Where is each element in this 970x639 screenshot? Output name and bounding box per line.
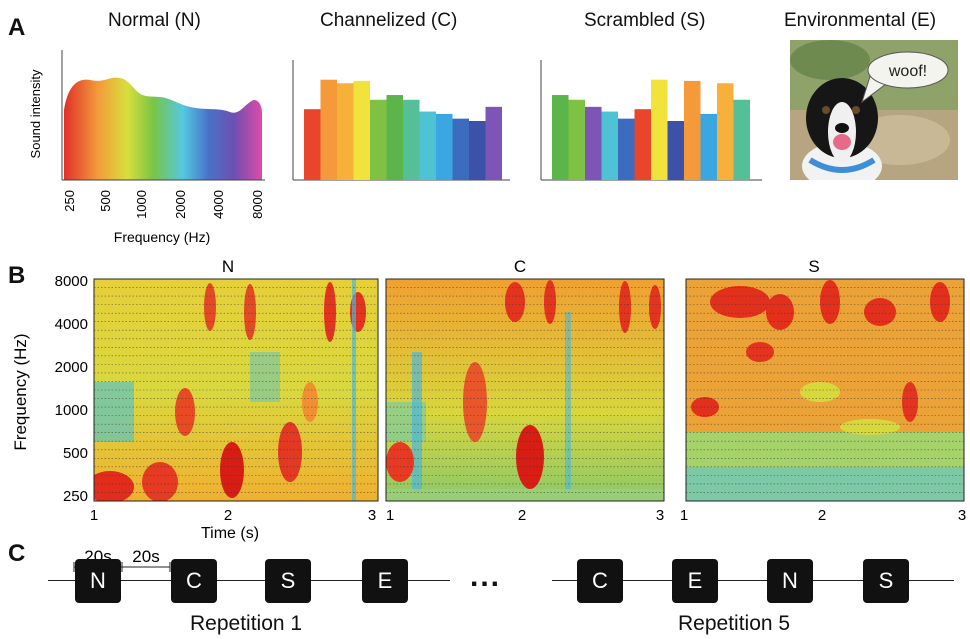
spectrogram-c	[386, 279, 664, 501]
scrambled-bar-6	[634, 109, 651, 180]
scrambled-bar-chart	[540, 60, 762, 181]
normal-spectrum: Sound intensity 250 500 1000 2000 4000 8…	[28, 50, 265, 245]
block-rep5-2: E	[672, 559, 718, 603]
spectrogram-title-n: N	[222, 257, 234, 276]
spectrogram-panel: N C S	[11, 257, 966, 542]
duration-label-2: 20s	[132, 547, 159, 566]
channelized-bar-chart	[292, 60, 510, 181]
ytick-8000: 8000	[55, 273, 88, 290]
panel-letter-c: C	[8, 540, 26, 567]
timeline-repetition-5	[552, 580, 954, 581]
ytick-4000: 4000	[55, 316, 88, 333]
scrambled-bar-4	[601, 111, 618, 180]
title-scrambled: Scrambled (S)	[584, 10, 706, 31]
normal-ylabel: Sound intensity	[28, 69, 43, 158]
block-rep5-4: S	[863, 559, 909, 603]
repetition-1-label: Repetition 1	[190, 612, 303, 635]
ellipsis: ...	[470, 560, 502, 593]
scrambled-bar-12	[733, 99, 750, 180]
normal-spectrum-area	[64, 77, 262, 180]
spectrogram-xlabel: Time (s)	[201, 525, 259, 542]
xtick-250: 250	[62, 190, 77, 212]
scrambled-bar-9	[684, 80, 701, 180]
n-xtick-2: 2	[224, 507, 232, 524]
scrambled-bar-3	[585, 106, 602, 180]
timeline-repetition-1	[48, 580, 450, 581]
n-xtick-1: 1	[90, 507, 98, 524]
block-rep1-4: E	[362, 559, 408, 603]
repetition-5-label: Repetition 5	[678, 612, 791, 635]
n-xtick-3: 3	[368, 507, 376, 524]
scrambled-bar-7	[651, 79, 668, 180]
s-xtick-2: 2	[818, 507, 826, 524]
title-normal: Normal (N)	[108, 10, 201, 31]
spectrogram-n	[94, 279, 378, 501]
channelized-bar-11	[469, 121, 486, 180]
speech-bubble	[867, 51, 949, 89]
channelized-bar-9	[436, 113, 453, 180]
scrambled-bar-5	[618, 118, 635, 180]
speech-bubble-text: woof!	[888, 63, 927, 80]
channelized-bar-10	[452, 118, 469, 180]
channelized-bar-2	[320, 79, 337, 180]
ytick-500: 500	[63, 445, 88, 462]
c-xtick-1: 1	[386, 507, 394, 524]
xtick-8000: 8000	[250, 190, 265, 219]
block-rep1-2: C	[171, 559, 217, 603]
xtick-1000: 1000	[134, 190, 149, 219]
spectrogram-ylabel: Frequency (Hz)	[11, 333, 30, 450]
channelized-bar-7	[403, 99, 420, 180]
channelized-bar-4	[353, 80, 370, 180]
xtick-4000: 4000	[211, 190, 226, 219]
scrambled-bar-2	[568, 99, 585, 180]
block-rep5-3: N	[767, 559, 813, 603]
xtick-2000: 2000	[173, 190, 188, 219]
xtick-500: 500	[98, 190, 113, 212]
ytick-1000: 1000	[55, 402, 88, 419]
c-xtick-3: 3	[656, 507, 664, 524]
panel-letter-b: B	[8, 262, 26, 289]
normal-xlabel: Frequency (Hz)	[114, 229, 210, 245]
spectrogram-title-s: S	[808, 257, 819, 276]
block-rep5-1: C	[577, 559, 623, 603]
s-xtick-1: 1	[680, 507, 688, 524]
channelized-bar-6	[386, 95, 403, 180]
scrambled-bar-10	[700, 113, 717, 180]
ytick-250: 250	[63, 488, 88, 505]
channelized-bar-12	[485, 106, 502, 180]
c-xtick-2: 2	[518, 507, 526, 524]
title-channelized: Channelized (C)	[320, 10, 458, 31]
spectrogram-s	[686, 279, 964, 501]
channelized-bar-5	[370, 99, 387, 180]
scrambled-bar-1	[552, 95, 569, 180]
scrambled-bar-11	[717, 83, 734, 180]
channelized-bar-8	[419, 111, 436, 180]
block-rep1-3: S	[265, 559, 311, 603]
spectrogram-title-c: C	[514, 257, 526, 276]
dog-photo: woof!	[790, 40, 958, 180]
panel-letter-a: A	[8, 14, 26, 41]
ytick-2000: 2000	[55, 359, 88, 376]
s-xtick-3: 3	[958, 507, 966, 524]
block-rep1-1: N	[75, 559, 121, 603]
channelized-bar-3	[337, 83, 354, 180]
channelized-bar-1	[304, 109, 321, 180]
title-environmental: Environmental (E)	[784, 10, 937, 31]
scrambled-bar-8	[667, 121, 684, 180]
